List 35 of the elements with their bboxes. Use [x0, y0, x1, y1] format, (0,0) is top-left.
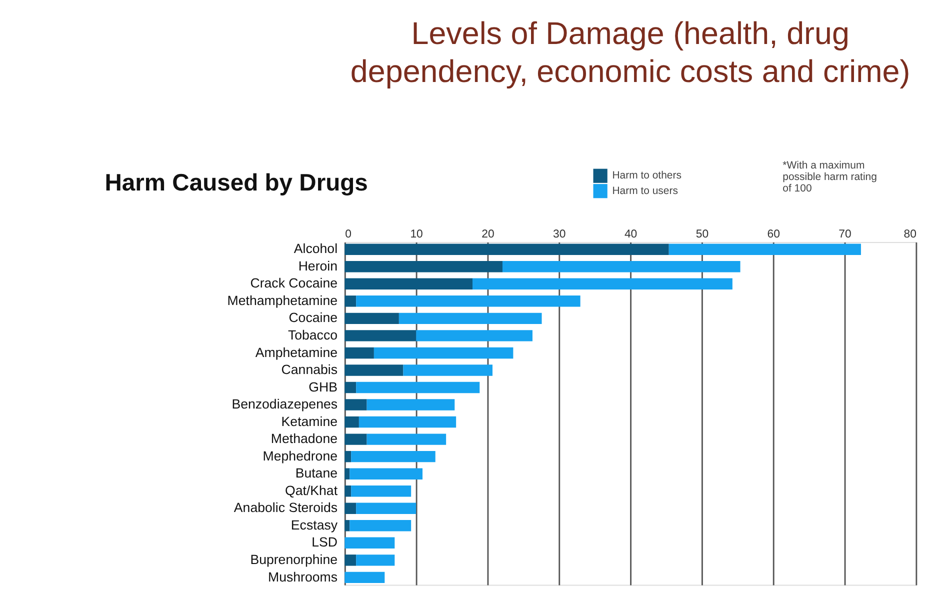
- legend-label: Harm to users: [612, 186, 678, 197]
- y-tick-label: GHB: [308, 379, 338, 394]
- y-tick-label: Anabolic Steroids: [234, 500, 338, 516]
- x-tick-label: 70: [838, 228, 852, 241]
- y-tick-label: Mephedrone: [262, 448, 338, 464]
- y-tick-label: Cannabis: [281, 362, 338, 378]
- x-tick-label: 50: [696, 228, 709, 241]
- y-tick-label: Amphetamine: [255, 344, 338, 360]
- x-tick-label: 10: [410, 228, 423, 241]
- y-tick-label: Ketamine: [281, 414, 338, 429]
- legend-label: Harm to others: [612, 170, 682, 182]
- x-tick-label: 20: [482, 228, 494, 241]
- text: *With a maximum possible harm rating of 100: [782, 160, 878, 195]
- chart-subtitle: Harm Caused by Drugs: [104, 170, 368, 197]
- y-tick-label: Butane: [295, 466, 338, 481]
- y-tick-label: Ecstasy: [290, 517, 338, 532]
- y-tick-label: Crack Cocaine: [250, 276, 338, 291]
- x-tick-label: 0: [345, 228, 352, 241]
- y-tick-label: Heroin: [298, 258, 338, 274]
- x-tick-label: 40: [624, 228, 638, 241]
- y-tick-label: LSD: [312, 534, 338, 550]
- y-tick-label: Cocaine: [288, 310, 338, 326]
- y-tick-label: Benzodiazepenes: [232, 396, 338, 412]
- y-tick-label: Mushrooms: [268, 569, 338, 584]
- y-tick-label: Methadone: [270, 431, 338, 446]
- text: dependency, economic costs and crime): [350, 54, 910, 90]
- x-tick-label: 30: [553, 228, 566, 241]
- x-tick-label: 60: [767, 228, 780, 241]
- x-tick-label: 80: [904, 228, 916, 241]
- y-tick-label: Qat/Khat: [284, 482, 338, 498]
- y-tick-label: Tobacco: [288, 328, 338, 343]
- y-tick-label: Buprenorphine: [250, 552, 338, 567]
- text: Levels of Damage (health, drug: [411, 16, 850, 51]
- y-tick-label: Alcohol: [294, 241, 338, 256]
- y-tick-label: Methamphetamine: [227, 292, 338, 308]
